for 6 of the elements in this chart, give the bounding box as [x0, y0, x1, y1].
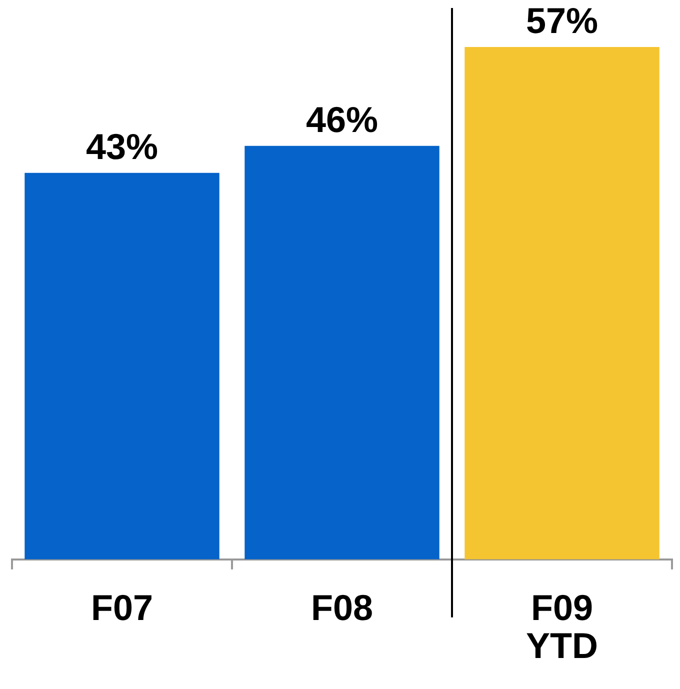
data-label: 43%: [86, 126, 158, 167]
data-label: 46%: [306, 98, 378, 140]
x-tick-label: F07: [90, 587, 154, 628]
x-tick-label: F09 YTD: [526, 587, 598, 666]
x-tick-label: F08: [310, 587, 374, 628]
data-label: 57%: [526, 0, 598, 41]
